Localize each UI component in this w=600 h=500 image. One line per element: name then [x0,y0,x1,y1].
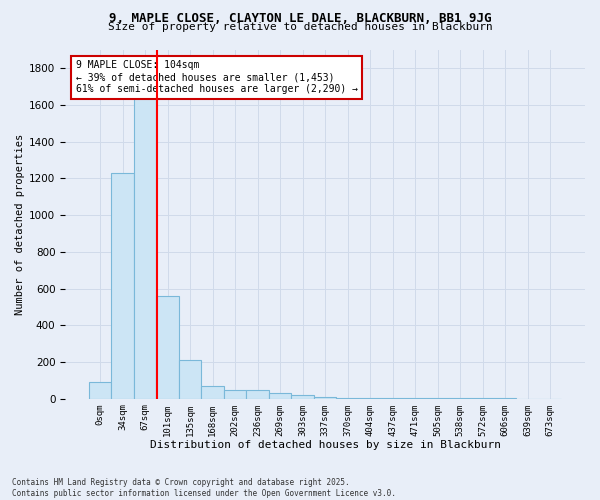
Bar [179,360,201,399]
Bar [314,397,337,398]
X-axis label: Distribution of detached houses by size in Blackburn: Distribution of detached houses by size … [149,440,500,450]
Bar [247,390,269,398]
Bar [89,382,111,398]
Text: 9 MAPLE CLOSE: 104sqm
← 39% of detached houses are smaller (1,453)
61% of semi-d: 9 MAPLE CLOSE: 104sqm ← 39% of detached … [76,60,358,94]
Bar [111,173,134,398]
Bar [292,395,314,398]
Text: 9, MAPLE CLOSE, CLAYTON LE DALE, BLACKBURN, BB1 9JG: 9, MAPLE CLOSE, CLAYTON LE DALE, BLACKBU… [109,12,491,26]
Bar [134,90,156,399]
Bar [224,390,247,398]
Text: Contains HM Land Registry data © Crown copyright and database right 2025.
Contai: Contains HM Land Registry data © Crown c… [12,478,396,498]
Text: Size of property relative to detached houses in Blackburn: Size of property relative to detached ho… [107,22,493,32]
Bar [201,386,224,398]
Bar [269,393,292,398]
Bar [156,296,179,398]
Y-axis label: Number of detached properties: Number of detached properties [15,134,25,315]
